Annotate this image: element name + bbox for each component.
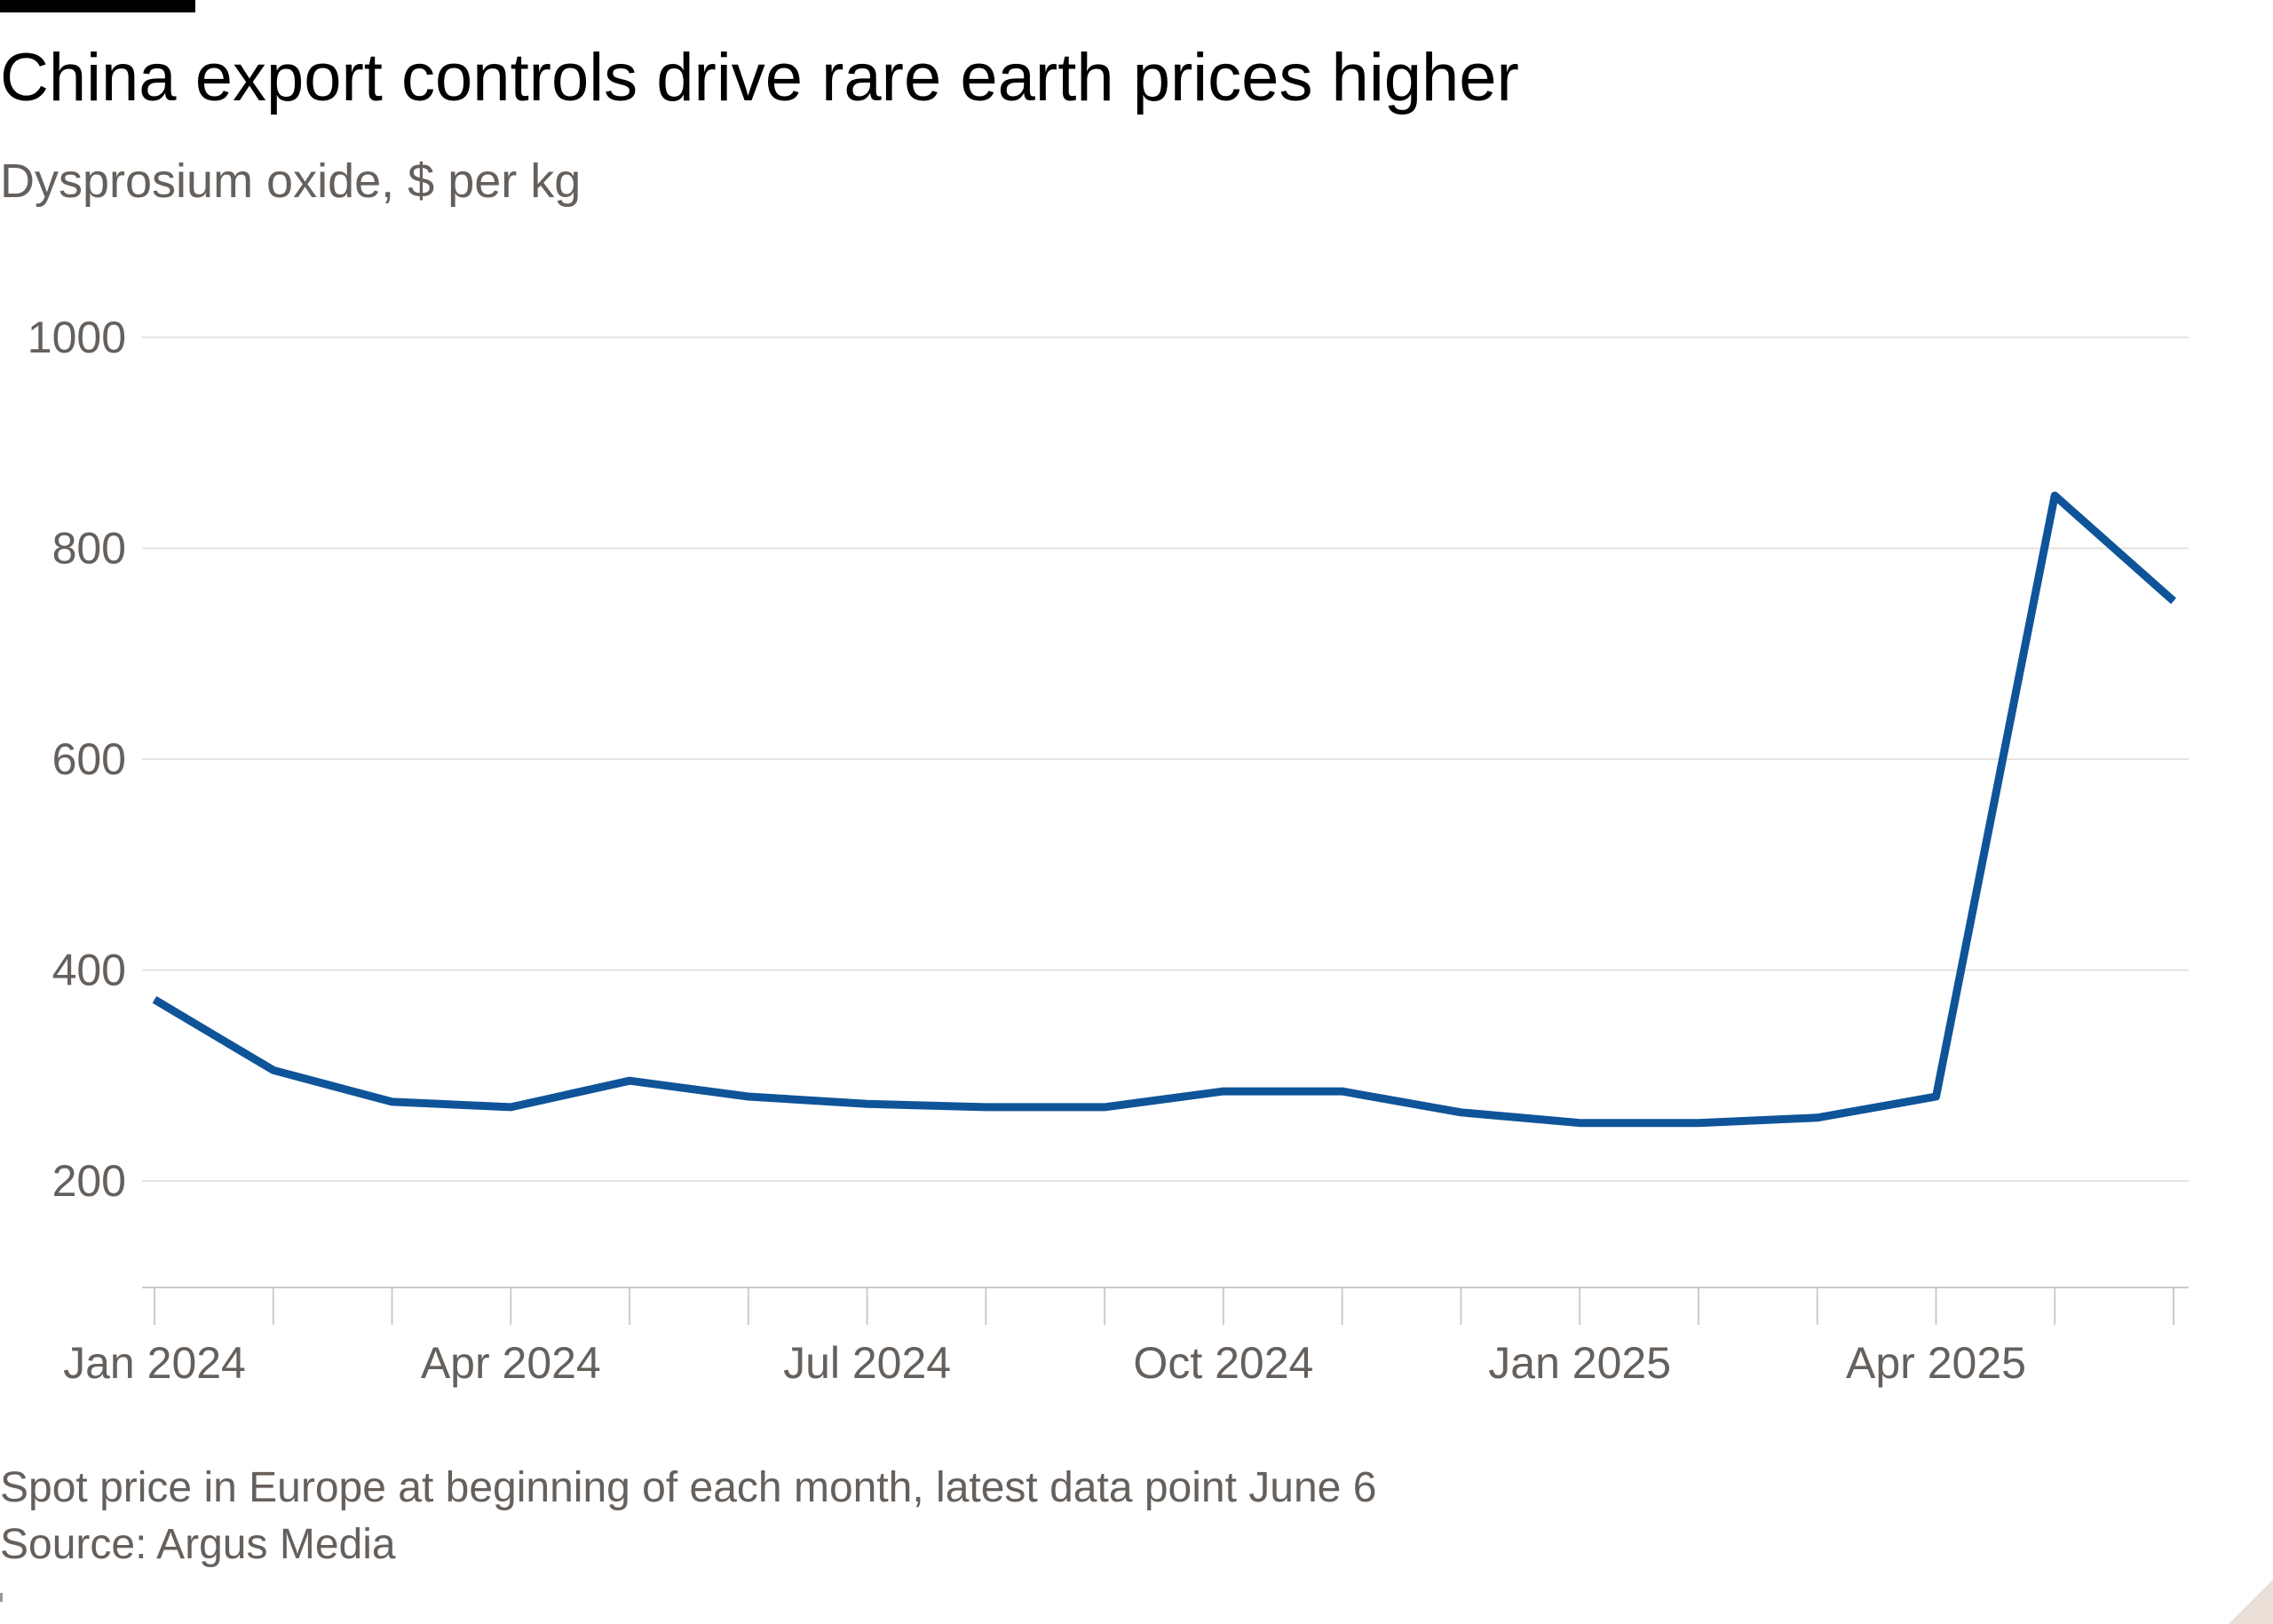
edge-mark: [0, 1593, 3, 1602]
y-tick-label: 400: [52, 946, 126, 995]
data-point: [1223, 1090, 1224, 1092]
chart-notes: Spot price in Europe at beginning of eac…: [0, 1460, 1376, 1573]
chart-title: China export controls drive rare earth p…: [0, 40, 1519, 115]
y-tick-label: 600: [52, 734, 126, 784]
x-tick-label: Apr 2025: [1846, 1338, 2026, 1388]
y-tick-label: 800: [52, 524, 126, 574]
x-axis: [142, 1287, 2189, 1325]
x-tick-label: Apr 2024: [421, 1338, 601, 1388]
x-tick-label: Jul 2024: [783, 1338, 951, 1388]
source-note: Source: Argus Media: [0, 1521, 396, 1568]
y-tick-label: 1000: [28, 313, 126, 362]
grid-lines: [142, 337, 2189, 1182]
data-point: [1817, 1117, 1818, 1119]
chart-subtitle: Dysprosium oxide, $ per kg: [0, 154, 582, 208]
data-point: [1698, 1122, 1699, 1124]
data-point: [154, 999, 155, 1001]
x-tick-label: Jan 2024: [63, 1338, 246, 1388]
brand-bar: [0, 0, 195, 12]
footnote: Spot price in Europe at beginning of eac…: [0, 1464, 1377, 1511]
x-tick-label: Oct 2024: [1133, 1338, 1313, 1388]
axis-labels: 200 400 600 800 1000 Jan 2024 Apr 2024 Jul 2024…: [28, 313, 2026, 1388]
series-layer: [152, 491, 2176, 1128]
series-line-0: [152, 491, 2176, 1128]
corner-fold: [2229, 1580, 2273, 1624]
y-tick-label: 200: [52, 1156, 126, 1206]
x-tick-label: Jan 2025: [1488, 1338, 1671, 1388]
